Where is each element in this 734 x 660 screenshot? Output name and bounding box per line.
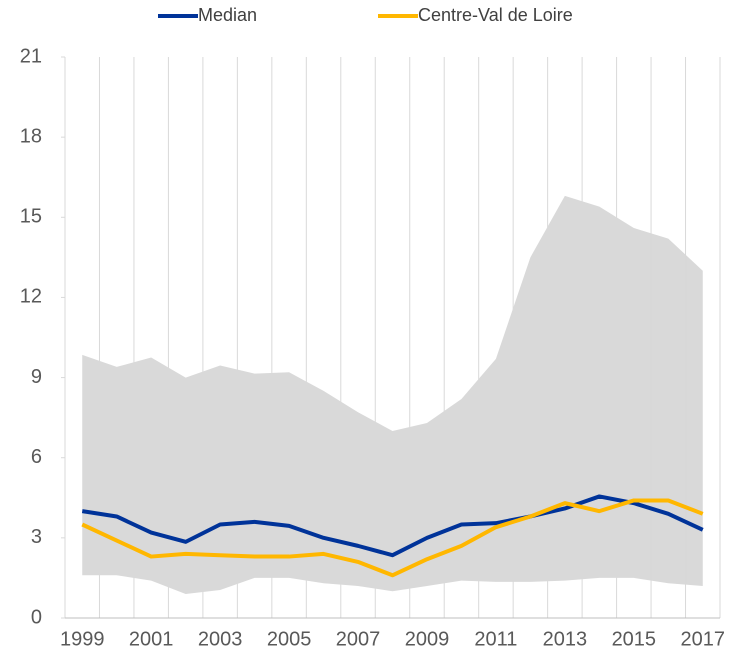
- x-tick-label: 2015: [612, 628, 657, 650]
- series-line: [81, 494, 704, 558]
- x-tick-label: 1999: [60, 628, 105, 650]
- x-tick-label: 2001: [129, 628, 174, 650]
- x-tick-label: 2013: [543, 628, 588, 650]
- range-band: [82, 195, 703, 594]
- legend-label: Median: [198, 5, 257, 25]
- y-tick-label: 0: [31, 606, 42, 628]
- y-tick-label: 6: [31, 446, 42, 468]
- x-tick-label: 2017: [681, 628, 726, 650]
- x-tick-label: 2011: [474, 628, 517, 650]
- x-tick-label: 2007: [336, 628, 381, 650]
- y-tick-label: 3: [31, 526, 42, 548]
- y-tick-label: 12: [20, 286, 42, 308]
- y-tick-label: 21: [20, 45, 42, 67]
- x-tick-label: 2009: [405, 628, 450, 650]
- x-tick-label: 2005: [267, 628, 312, 650]
- legend-label: Centre-Val de Loire: [418, 5, 573, 25]
- x-tick-label: 2003: [198, 628, 243, 650]
- y-tick-label: 9: [31, 366, 42, 388]
- series-line: [81, 498, 704, 578]
- y-tick-label: 18: [20, 125, 42, 147]
- y-tick-label: 15: [20, 206, 42, 228]
